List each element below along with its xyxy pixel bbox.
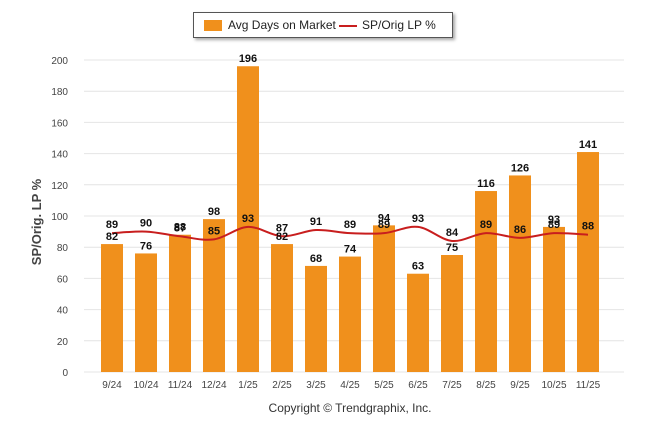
bar [543, 226, 565, 372]
x-tick-label: 12/24 [201, 380, 226, 391]
x-tick-label: 6/25 [408, 380, 428, 391]
x-tick-label: 9/24 [102, 380, 122, 391]
bar [577, 152, 599, 372]
bar-value-label: 93 [548, 214, 560, 226]
legend: Avg Days on Market SP/Orig LP % [193, 12, 453, 38]
line-value-label: 89 [480, 219, 492, 231]
y-axis-title: SP/Orig. LP % [29, 178, 44, 265]
bar-value-label: 88 [174, 222, 186, 234]
bar-value-label: 98 [208, 206, 220, 218]
y-tick-label: 0 [62, 368, 68, 379]
bar-value-label: 74 [344, 244, 357, 256]
bar-value-label: 141 [579, 139, 597, 151]
bar [135, 253, 157, 372]
x-tick-label: 11/25 [576, 380, 601, 391]
x-tick-label: 5/25 [374, 380, 394, 391]
bar-value-label: 82 [276, 231, 288, 243]
x-tick-label: 10/24 [133, 380, 158, 391]
x-tick-label: 4/25 [340, 380, 360, 391]
y-tick-label: 160 [51, 118, 68, 129]
y-axis-ticks: 0 20 40 60 80 100 120 140 160 180 200 [51, 56, 68, 379]
bar [237, 66, 259, 373]
x-axis-ticks: 9/24 10/24 11/24 12/24 1/25 2/25 3/25 4/25 5/25 6… [102, 380, 600, 391]
legend-bar-swatch [204, 20, 222, 31]
line-value-label: 91 [310, 216, 322, 228]
bar [509, 175, 531, 372]
y-tick-label: 20 [57, 337, 69, 348]
bar [407, 273, 429, 372]
bar-value-label: 75 [446, 242, 458, 254]
line-value-label: 87 [276, 222, 288, 234]
bar-value-label: 116 [477, 178, 495, 190]
x-tick-label: 1/25 [238, 380, 258, 391]
y-tick-label: 60 [57, 274, 69, 285]
bar [441, 255, 463, 372]
line-value-label: 86 [514, 224, 526, 236]
y-tick-label: 180 [51, 87, 68, 98]
line-value-label: 85 [208, 225, 220, 237]
y-tick-label: 100 [51, 212, 68, 223]
line-path [111, 225, 589, 242]
line-value-label: 88 [582, 221, 594, 233]
bar-data-labels: 82 76 88 98 196 82 68 74 94 63 75 116 126 93 141 [106, 53, 597, 272]
line-value-label: 93 [412, 213, 424, 225]
x-tick-label: 10/25 [541, 380, 566, 391]
line-value-label: 93 [242, 213, 254, 225]
line-value-label: 89 [548, 219, 560, 231]
line-value-label: 87 [174, 222, 186, 234]
bar-series [101, 66, 599, 373]
bar [271, 244, 293, 372]
bar-value-label: 196 [239, 53, 257, 65]
bar-value-label: 94 [378, 212, 391, 224]
line-value-label: 90 [140, 218, 152, 230]
bar [101, 244, 123, 372]
y-tick-label: 200 [51, 56, 68, 67]
line-value-label: 89 [378, 219, 390, 231]
legend-line-swatch [339, 25, 357, 27]
y-tick-label: 140 [51, 150, 68, 161]
line-series [111, 225, 589, 242]
x-tick-label: 2/25 [272, 380, 292, 391]
line-value-label: 89 [106, 219, 118, 231]
legend-line-label: SP/Orig LP % [362, 18, 436, 32]
bar-value-label: 63 [412, 261, 424, 273]
line-value-label: 84 [446, 227, 459, 239]
bar [475, 191, 497, 372]
line-value-label: 89 [344, 219, 356, 231]
bar-value-label: 68 [310, 253, 322, 265]
bar [339, 256, 361, 372]
x-tick-label: 7/25 [442, 380, 462, 391]
y-tick-label: 40 [57, 306, 69, 317]
x-tick-label: 3/25 [306, 380, 326, 391]
y-tick-label: 120 [51, 181, 68, 192]
bar [373, 225, 395, 372]
bar-value-label: 126 [511, 162, 529, 174]
x-tick-label: 8/25 [476, 380, 496, 391]
bar [169, 234, 191, 372]
legend-bar-label: Avg Days on Market [228, 18, 336, 32]
y-tick-label: 80 [57, 243, 69, 254]
copyright-text: Copyright © Trendgraphix, Inc. [268, 401, 432, 415]
bar-value-label: 76 [140, 240, 152, 252]
bar [203, 219, 225, 372]
bar-value-label: 82 [106, 231, 118, 243]
x-tick-label: 11/24 [168, 380, 193, 391]
bar [305, 265, 327, 372]
x-tick-label: 9/25 [510, 380, 530, 391]
